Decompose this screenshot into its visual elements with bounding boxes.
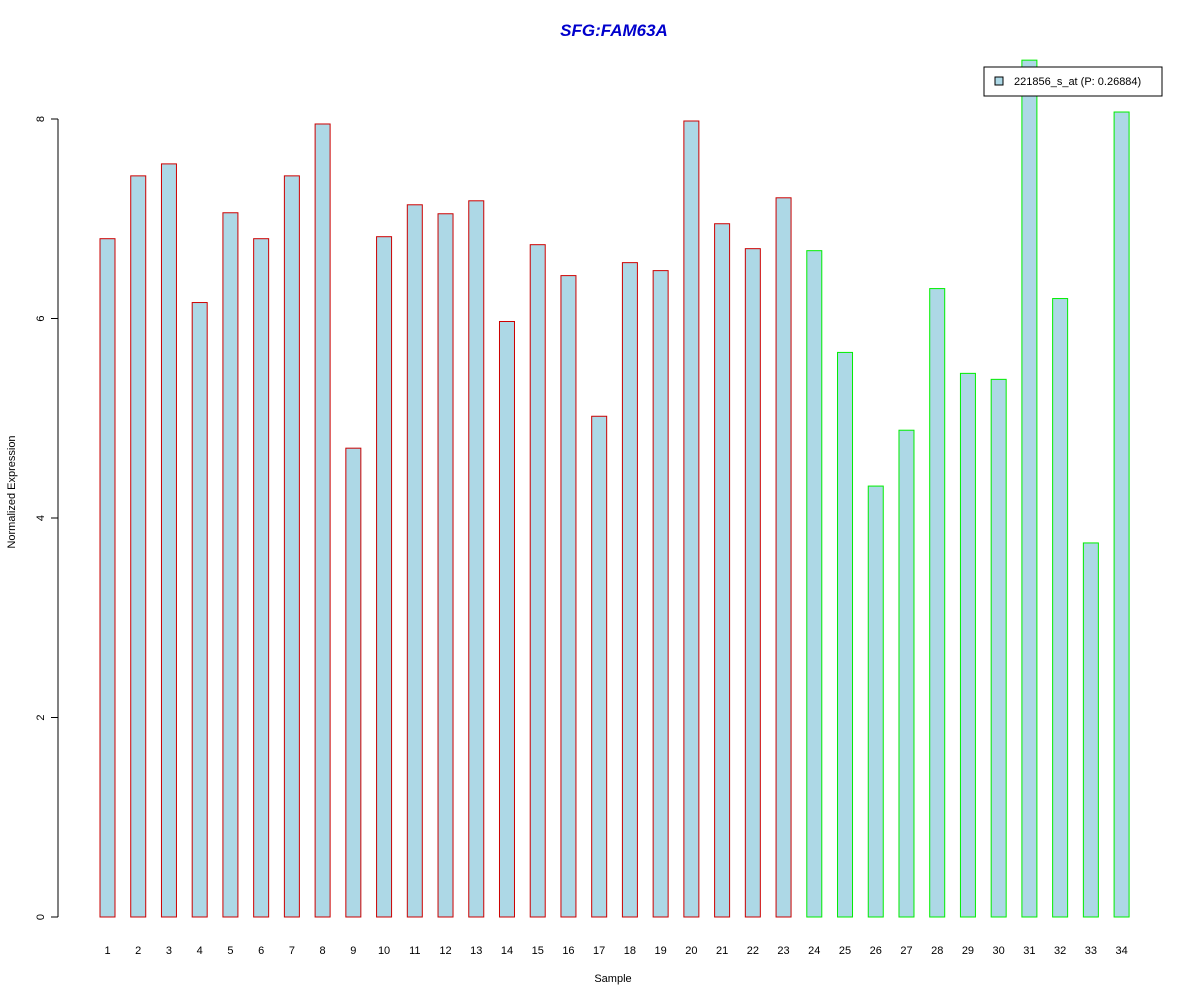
bar-sample-2	[130, 175, 147, 918]
bar-sample-5	[222, 212, 239, 918]
x-tick-label: 26	[870, 945, 882, 957]
x-tick-label: 14	[501, 945, 513, 957]
bar-sample-1	[99, 238, 116, 918]
x-tick-label: 15	[532, 945, 544, 957]
y-axis: 0 2 4 6 8	[35, 116, 59, 920]
bar-sample-11	[406, 204, 423, 918]
x-tick-labels: 1 2 3 4 5 6 7 8 9 10 11 12 13 14 15 16 17 18 19 20 21 22 23 24 2…	[104, 945, 1127, 957]
bar-sample-6	[253, 238, 270, 918]
x-tick-label: 20	[685, 945, 697, 957]
x-tick-label: 33	[1085, 945, 1097, 957]
x-tick-label: 5	[227, 945, 233, 957]
bar-sample-9	[345, 447, 362, 918]
x-tick-label: 31	[1023, 945, 1035, 957]
x-tick-label: 4	[197, 945, 203, 957]
bar-sample-7	[283, 175, 300, 918]
x-tick-label: 21	[716, 945, 728, 957]
bar-sample-30	[990, 378, 1007, 918]
bars-group	[99, 59, 1130, 918]
y-tick-label: 8	[35, 116, 47, 122]
x-tick-label: 30	[993, 945, 1005, 957]
bar-sample-22	[744, 248, 761, 918]
y-tick-label: 6	[35, 315, 47, 321]
x-axis-title: Sample	[594, 973, 631, 985]
bar-sample-26	[867, 485, 884, 918]
x-tick-label: 29	[962, 945, 974, 957]
bar-sample-21	[714, 223, 731, 918]
bar-sample-13	[468, 200, 485, 918]
bar-sample-25	[837, 351, 854, 918]
legend-label: 221856_s_at (P: 0.26884)	[1014, 76, 1141, 88]
bar-sample-16	[560, 275, 577, 918]
x-tick-label: 6	[258, 945, 264, 957]
bar-sample-18	[621, 262, 638, 918]
bar-sample-23	[775, 197, 792, 918]
bar-sample-27	[898, 429, 915, 918]
bar-sample-3	[160, 163, 177, 918]
y-tick-label: 2	[35, 714, 47, 720]
x-tick-label: 19	[655, 945, 667, 957]
bar-sample-15	[529, 244, 546, 918]
bar-sample-10	[376, 236, 393, 918]
x-tick-label: 28	[931, 945, 943, 957]
x-tick-label: 18	[624, 945, 636, 957]
x-tick-label: 8	[320, 945, 326, 957]
x-tick-label: 17	[593, 945, 605, 957]
x-tick-label: 16	[562, 945, 574, 957]
bar-sample-19	[652, 270, 669, 918]
x-tick-label: 27	[900, 945, 912, 957]
bar-sample-20	[683, 120, 700, 918]
x-tick-label: 12	[439, 945, 451, 957]
x-tick-label: 9	[350, 945, 356, 957]
x-tick-label: 2	[135, 945, 141, 957]
bar-sample-31	[1021, 59, 1038, 918]
legend-swatch	[994, 76, 1004, 86]
y-tick-label: 0	[35, 914, 47, 920]
x-tick-label: 7	[289, 945, 295, 957]
bar-sample-4	[191, 302, 208, 918]
bar-sample-32	[1052, 298, 1069, 918]
y-axis-title: Normalized Expression	[6, 435, 18, 548]
bar-sample-17	[591, 415, 608, 918]
x-tick-label: 23	[777, 945, 789, 957]
bar-sample-14	[498, 320, 515, 918]
bar-sample-8	[314, 123, 331, 918]
x-tick-label: 3	[166, 945, 172, 957]
y-tick-label: 4	[35, 515, 47, 521]
legend: 221856_s_at (P: 0.26884)	[983, 66, 1163, 97]
x-tick-label: 25	[839, 945, 851, 957]
bar-sample-34	[1113, 111, 1130, 918]
x-tick-label: 1	[104, 945, 110, 957]
x-tick-label: 24	[808, 945, 820, 957]
bar-sample-24	[806, 250, 823, 918]
chart-title: SFG:FAM63A	[560, 21, 668, 40]
x-tick-label: 10	[378, 945, 390, 957]
x-tick-label: 32	[1054, 945, 1066, 957]
x-tick-label: 34	[1115, 945, 1127, 957]
x-tick-label: 13	[470, 945, 482, 957]
bar-sample-33	[1082, 542, 1099, 918]
bar-sample-28	[929, 288, 946, 918]
x-tick-label: 11	[409, 945, 420, 957]
bar-sample-29	[959, 372, 976, 918]
bar-sample-12	[437, 213, 454, 918]
x-tick-label: 22	[747, 945, 759, 957]
legend-box	[983, 66, 1163, 97]
